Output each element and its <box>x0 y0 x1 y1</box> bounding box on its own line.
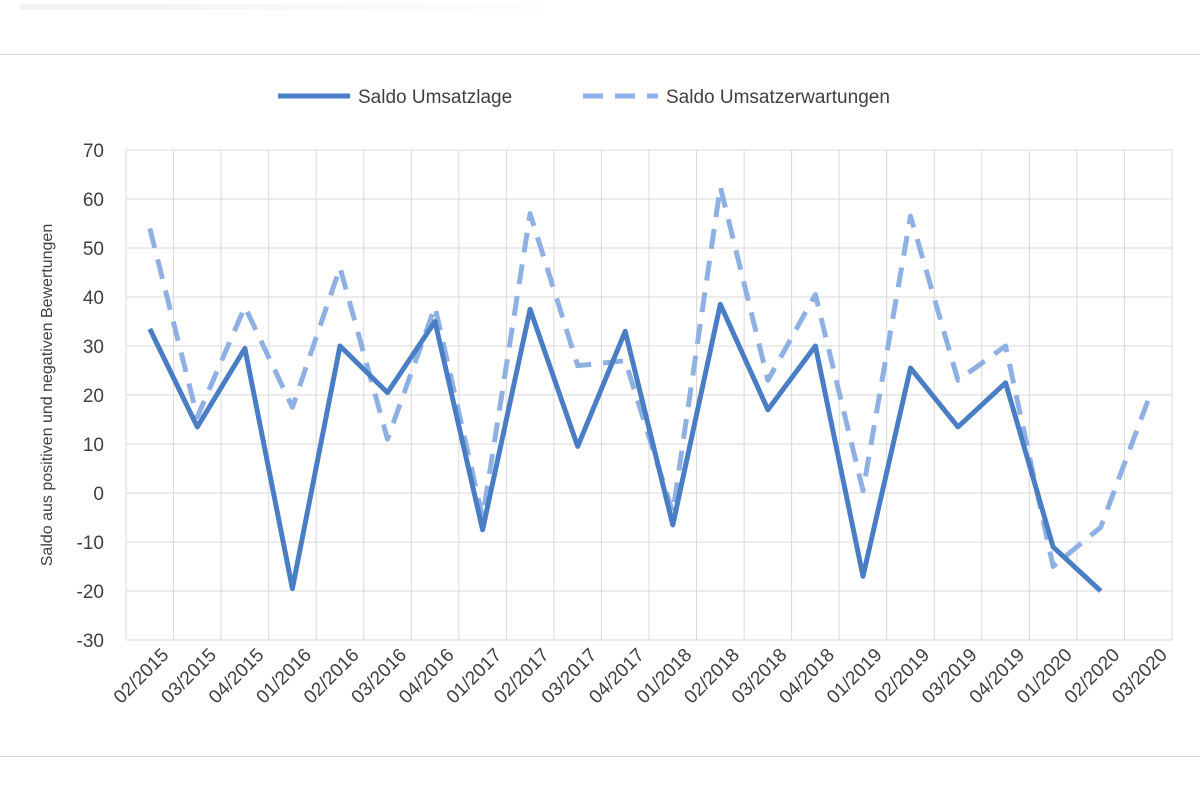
y-tick-label: 0 <box>93 484 104 505</box>
y-axis-label: Saldo aus positiven und negativen Bewert… <box>39 224 56 566</box>
y-tick-label: 50 <box>83 239 104 260</box>
y-tick-label: -30 <box>77 631 104 652</box>
y-tick-label: 40 <box>83 288 104 309</box>
y-tick-label: -10 <box>77 533 104 554</box>
legend-label: Saldo Umsatzerwartungen <box>666 87 890 108</box>
y-tick-label: -20 <box>77 582 104 603</box>
y-tick-label: 60 <box>83 190 104 211</box>
series-lines <box>147 184 1151 593</box>
top-divider <box>0 54 1200 55</box>
faded-header-text <box>20 4 540 10</box>
y-tick-label: 70 <box>83 141 104 162</box>
y-axis-ticks: 70 60 50 40 30 20 10 0 -10 -20 -30 <box>77 141 104 652</box>
chart-grid <box>125 149 1173 641</box>
y-tick-label: 30 <box>83 337 104 358</box>
y-tick-label: 10 <box>83 435 104 456</box>
legend-label: Saldo Umsatzlage <box>358 87 512 108</box>
chart-legend: Saldo Umsatzlage Saldo Umsatzerwartungen <box>278 87 890 108</box>
bottom-divider <box>0 756 1200 757</box>
series-umsatzlage-line <box>147 301 1103 593</box>
y-tick-label: 20 <box>83 386 104 407</box>
x-axis-ticks: 02/201503/201504/201501/201602/201603/20… <box>110 645 1172 708</box>
